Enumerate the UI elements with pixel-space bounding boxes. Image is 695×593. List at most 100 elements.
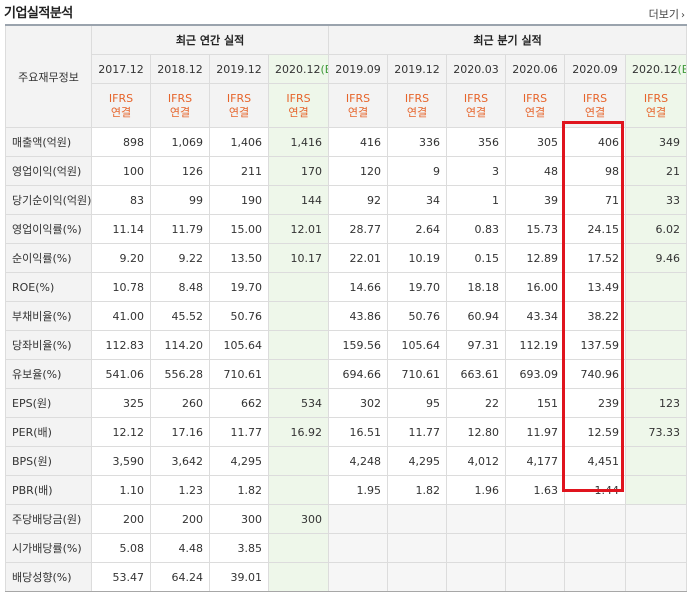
table-cell: 12.89 <box>505 243 566 273</box>
table-cell: 39.01 <box>209 562 269 592</box>
table-cell <box>625 504 688 534</box>
table-cell: 1.96 <box>446 475 507 505</box>
table-cell: 92 <box>328 185 389 215</box>
table-cell <box>564 562 627 592</box>
table-cell <box>625 446 688 476</box>
table-cell: 19.70 <box>209 272 269 302</box>
table-cell: 11.97 <box>505 417 566 447</box>
table-cell: 12.59 <box>564 417 627 447</box>
table-cell: 710.61 <box>209 359 269 389</box>
table-cell <box>267 301 330 331</box>
table-row: EPS(원) 325 260 662 534 302 95 22 151 239 123 <box>5 388 688 418</box>
table-cell: 416 <box>328 127 389 157</box>
table-row: 부채비율(%) 41.00 45.52 50.76 43.86 50.76 60.94 43.… <box>5 301 688 331</box>
table-cell: 325 <box>91 388 151 418</box>
table-cell: 33 <box>625 185 688 215</box>
table-cell: 740.96 <box>564 359 627 389</box>
table-cell: 211 <box>209 156 269 186</box>
more-link[interactable]: 더보기 › <box>649 6 685 22</box>
table-cell: 50.76 <box>209 301 269 331</box>
more-label: 더보기 <box>648 8 679 21</box>
period-header: 2019.12 <box>387 54 448 84</box>
estimate-marker: (E) <box>677 62 686 76</box>
table-row: 유보율(%) 541.06 556.28 710.61 694.66 710.61 663.… <box>5 359 688 389</box>
ifrs-label: IFRS 연결 <box>446 83 507 128</box>
table-cell: 1,069 <box>150 127 210 157</box>
table-cell: 190 <box>209 185 269 215</box>
table-cell <box>387 562 448 592</box>
table-cell <box>625 562 688 592</box>
table-cell: 898 <box>91 127 151 157</box>
table-cell: 1,416 <box>267 127 330 157</box>
table-cell: 17.16 <box>150 417 210 447</box>
table-cell: 11.79 <box>150 214 210 244</box>
table-cell: 8.48 <box>150 272 210 302</box>
table-cell: 21 <box>625 156 688 186</box>
ifrs-text: IFRS <box>345 91 371 105</box>
table-cell <box>564 533 627 563</box>
period-header: 2018.12 <box>150 54 210 84</box>
table-cell <box>625 330 688 360</box>
table-row: PBR(배) 1.10 1.23 1.82 1.95 1.82 1.96 1.63 1.44 <box>5 475 688 505</box>
table-cell: 14.66 <box>328 272 389 302</box>
table-cell: 300 <box>209 504 269 534</box>
consolidated-text: 연결 <box>288 105 309 119</box>
table-cell: 34 <box>387 185 448 215</box>
table-cell: 170 <box>267 156 330 186</box>
table-cell: 17.52 <box>564 243 627 273</box>
table-cell: 663.61 <box>446 359 507 389</box>
table-cell <box>446 504 507 534</box>
table-cell: 83 <box>91 185 151 215</box>
table-cell: 1,406 <box>209 127 269 157</box>
ifrs-label: IFRS 연결 <box>267 83 330 128</box>
table-cell: 9 <box>387 156 448 186</box>
table-cell: 3.85 <box>209 533 269 563</box>
table-cell: 39 <box>505 185 566 215</box>
table-cell <box>387 504 448 534</box>
table-row: ROE(%) 10.78 8.48 19.70 14.66 19.70 18.18 16.00… <box>5 272 688 302</box>
table-cell <box>625 301 688 331</box>
table-cell: 19.70 <box>387 272 448 302</box>
consolidated-text: 연결 <box>645 105 667 119</box>
ifrs-text: IFRS <box>286 91 311 105</box>
table-cell: 28.77 <box>328 214 389 244</box>
period-header: 2020.06 <box>505 54 566 84</box>
row-label: PBR(배) <box>5 475 92 505</box>
table-cell: 4,451 <box>564 446 627 476</box>
table-cell: 300 <box>267 504 330 534</box>
table-cell <box>267 446 330 476</box>
period-label: 2020.06 <box>512 62 558 76</box>
ifrs-label: IFRS 연결 <box>625 83 688 128</box>
table-row: PER(배) 12.12 17.16 11.77 16.92 16.51 11.77 12.8… <box>5 417 688 447</box>
table-cell: 15.73 <box>505 214 566 244</box>
period-label: 2020.03 <box>453 62 499 76</box>
table-cell: 1.82 <box>209 475 269 505</box>
ifrs-text: IFRS <box>226 91 252 105</box>
table-cell <box>625 533 688 563</box>
table-cell: 200 <box>150 504 210 534</box>
table-cell <box>267 533 330 563</box>
table-cell: 12.80 <box>446 417 507 447</box>
period-label: 2018.12 <box>157 62 203 76</box>
table-cell: 3,590 <box>91 446 151 476</box>
table-row: 시가배당률(%) 5.08 4.48 3.85 <box>5 533 688 563</box>
period-label: 2020.12 <box>275 62 321 76</box>
table-cell: 356 <box>446 127 507 157</box>
table-row: BPS(원) 3,590 3,642 4,295 4,248 4,295 4,012 4,17… <box>5 446 688 476</box>
table-cell <box>505 504 566 534</box>
table-cell: 9.22 <box>150 243 210 273</box>
table-cell: 349 <box>625 127 688 157</box>
consolidated-text: 연결 <box>347 105 369 119</box>
table-cell: 11.77 <box>387 417 448 447</box>
table-cell <box>328 533 389 563</box>
table-cell: 11.14 <box>91 214 151 244</box>
ifrs-text: IFRS <box>463 91 489 105</box>
table-cell: 38.22 <box>564 301 627 331</box>
ifrs-label: IFRS 연결 <box>505 83 566 128</box>
row-label: BPS(원) <box>5 446 92 476</box>
consolidated-text: 연결 <box>169 105 191 119</box>
row-label: 순이익률(%) <box>5 243 92 273</box>
table-cell: 302 <box>328 388 389 418</box>
table-cell: 159.56 <box>328 330 389 360</box>
table-cell <box>625 475 688 505</box>
